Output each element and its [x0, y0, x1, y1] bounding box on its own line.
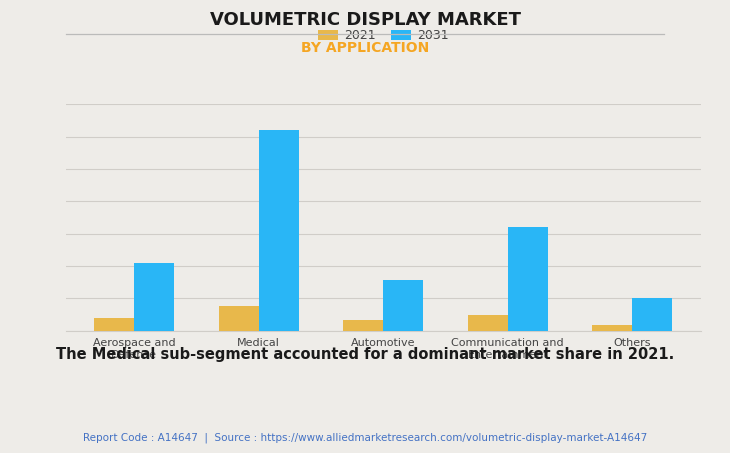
- Bar: [632, 299, 672, 331]
- Bar: [343, 320, 383, 331]
- Bar: [134, 263, 174, 331]
- Text: BY APPLICATION: BY APPLICATION: [301, 41, 429, 55]
- Bar: [383, 280, 423, 331]
- Bar: [258, 130, 299, 331]
- Text: The Medical sub-segment accounted for a dominant market share in 2021.: The Medical sub-segment accounted for a …: [56, 347, 674, 361]
- Bar: [508, 227, 548, 331]
- Text: VOLUMETRIC DISPLAY MARKET: VOLUMETRIC DISPLAY MARKET: [210, 11, 520, 29]
- Bar: [94, 318, 134, 331]
- Text: Report Code : A14647  |  Source : https://www.alliedmarketresearch.com/volumetri: Report Code : A14647 | Source : https://…: [83, 433, 647, 443]
- Bar: [468, 315, 508, 331]
- Legend: 2021, 2031: 2021, 2031: [313, 24, 453, 48]
- Bar: [219, 306, 258, 331]
- Bar: [593, 325, 632, 331]
